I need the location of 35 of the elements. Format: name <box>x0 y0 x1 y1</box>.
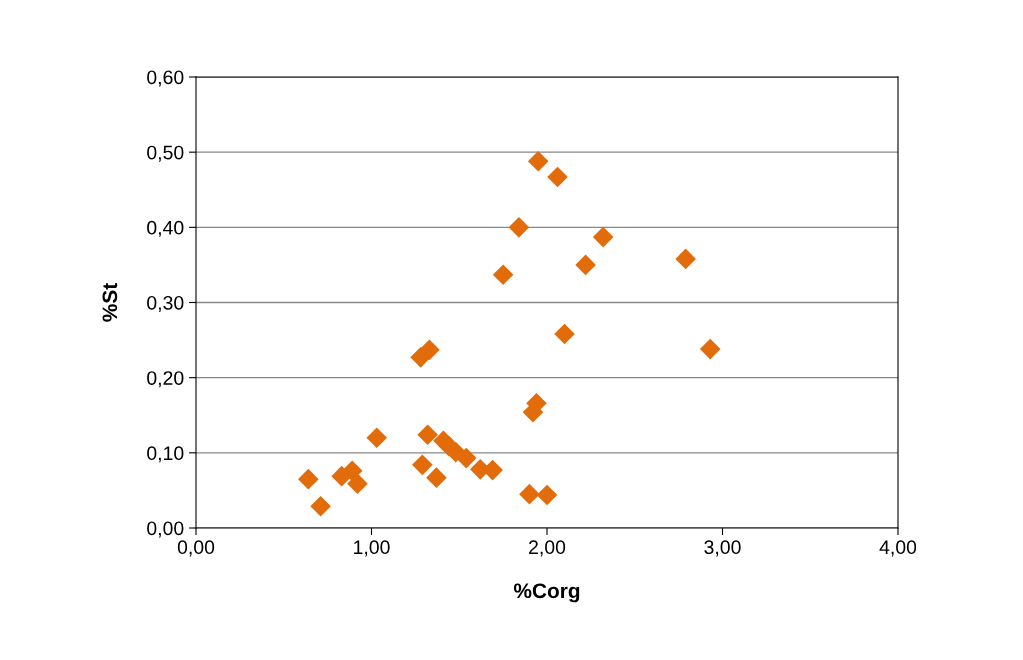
point <box>341 460 363 482</box>
point <box>699 338 721 360</box>
y-tick-label: 0,20 <box>147 371 184 388</box>
x-tick-label: 0,00 <box>177 540 215 557</box>
point <box>508 217 530 238</box>
point <box>417 424 438 446</box>
point <box>426 467 447 488</box>
point <box>527 150 549 172</box>
y-tick-label: 0,10 <box>147 446 184 463</box>
y-tick-label: 0,00 <box>147 521 184 538</box>
point <box>347 473 368 494</box>
point <box>547 166 568 188</box>
point <box>519 483 540 505</box>
y-tick-label: 0,60 <box>147 70 184 87</box>
point <box>298 468 319 490</box>
y-tick-label: 0,50 <box>147 145 184 162</box>
point <box>675 248 696 270</box>
y-tick-label: 0,30 <box>147 295 184 313</box>
x-tick-label: 2,00 <box>529 540 566 557</box>
point <box>575 254 596 276</box>
x-tick-label: 1,00 <box>354 540 390 557</box>
x-tick-label: 4,00 <box>879 540 917 557</box>
point <box>554 323 575 345</box>
x-axis-title: %Corg <box>513 583 580 603</box>
point <box>592 226 614 248</box>
point <box>412 454 433 476</box>
point <box>419 339 440 361</box>
point <box>366 427 388 449</box>
y-axis-title: %St <box>102 283 118 322</box>
point <box>492 264 514 285</box>
point <box>310 495 331 517</box>
point <box>455 447 477 469</box>
point <box>536 484 558 506</box>
y-tick-label: 0,40 <box>147 220 184 237</box>
x-tick-label: 3,00 <box>704 540 741 557</box>
